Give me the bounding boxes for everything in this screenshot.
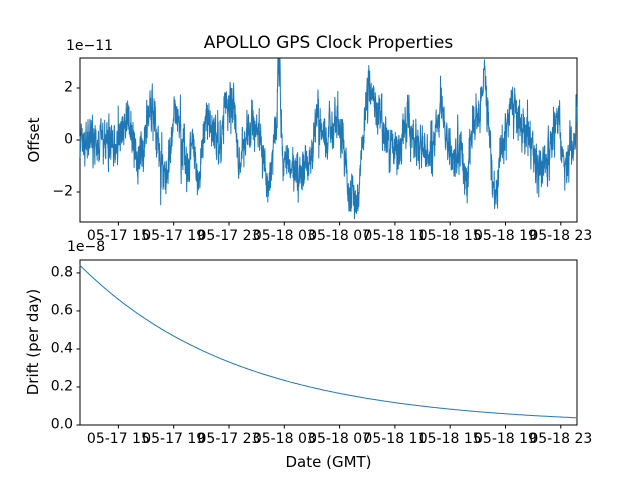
y-tick-label: 0.2 [50,378,73,395]
date-xlabel: Date (GMT) [285,453,372,471]
y-tick-label: 0.8 [50,264,73,281]
drift-per-day--frame [79,259,578,426]
drift-axis-scale-text: 1e−8 [67,239,106,255]
x-tick-label: 05-18 15 [418,431,482,447]
y-tick-label: 0.4 [50,340,73,357]
x-tick-label: 05-17 23 [197,431,261,447]
x-tick-label: 05-17 19 [142,431,206,447]
x-tick-label: 05-18 19 [474,431,537,447]
y-tick-label: 0.6 [50,302,73,319]
offset-series-line [79,58,578,220]
x-tick-label: 05-18 23 [529,228,593,244]
x-tick-label: 05-17 23 [197,228,261,244]
y-tick-label: −2 [52,183,73,200]
x-tick-label: 05-18 11 [363,431,427,447]
x-tick-label: 05-18 07 [308,228,372,244]
drift-series-line [79,264,578,419]
x-tick-label: 05-17 15 [86,431,150,447]
x-tick-label: 05-18 23 [529,431,593,447]
offset-axis-scale-text: 1e−11 [66,38,114,54]
x-tick-label: 05-18 03 [252,228,316,244]
x-tick-label: 05-18 19 [474,228,537,244]
y-tick-label: 2 [64,79,73,96]
x-tick-label: 05-17 19 [142,228,206,244]
x-tick-label: 05-18 03 [252,431,316,447]
y-tick-label: 0 [64,131,73,148]
x-tick-label: 05-18 07 [308,431,372,447]
y-tick-label: 0.0 [50,416,73,433]
x-tick-label: 05-18 11 [363,228,427,244]
chart-title: APOLLO GPS Clock Properties [203,33,454,53]
x-tick-label: 05-17 15 [86,228,150,244]
x-tick-label: 05-18 15 [418,228,482,244]
